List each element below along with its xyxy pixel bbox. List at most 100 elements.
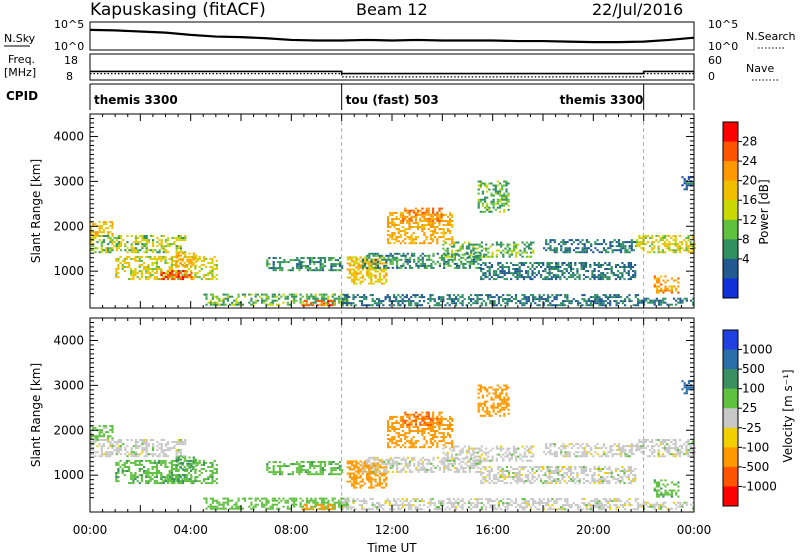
echo-cell <box>366 478 369 481</box>
echo-cell <box>431 238 435 241</box>
echo-cell <box>583 251 586 254</box>
echo-cell <box>162 235 165 237</box>
echo-cell <box>192 252 195 255</box>
echo-cell <box>152 239 155 242</box>
echo-cell <box>629 264 632 266</box>
echo-cell <box>442 504 445 507</box>
echo-cell <box>663 241 667 244</box>
echo-cell <box>355 474 358 477</box>
echo-cell <box>440 215 443 218</box>
echo-cell <box>310 302 313 305</box>
echo-cell <box>228 295 232 298</box>
echo-cell <box>416 224 420 226</box>
echo-cell <box>416 302 419 305</box>
echo-cell <box>372 470 375 473</box>
echo-cell <box>226 297 229 300</box>
echo-cell <box>581 243 584 246</box>
echo-cell <box>405 498 408 501</box>
echo-cell <box>458 266 461 269</box>
cpid-segment-label: themis 3300 <box>560 93 644 107</box>
echo-cell <box>408 460 412 463</box>
echo-cell <box>523 251 526 254</box>
echo-cell <box>107 243 110 246</box>
echo-cell <box>672 239 675 242</box>
echo-cell <box>209 474 212 477</box>
echo-cell <box>575 247 578 250</box>
echo-cell <box>141 243 144 246</box>
echo-cell <box>345 296 349 299</box>
echo-cell <box>331 293 334 296</box>
echo-cell <box>587 304 590 307</box>
echo-cell <box>357 268 360 271</box>
echo-cell <box>328 463 331 466</box>
echo-cell <box>141 449 144 452</box>
echo-cell <box>548 262 551 264</box>
echo-cell <box>600 243 603 246</box>
echo-cell <box>228 303 232 306</box>
echo-cell <box>403 500 406 503</box>
echo-cell <box>141 443 144 446</box>
echo-cell <box>472 302 475 305</box>
echo-cell <box>155 266 158 268</box>
echo-cell <box>132 476 135 479</box>
echo-cell <box>378 458 382 461</box>
echo-cell <box>355 466 358 469</box>
echo-cell <box>273 295 276 298</box>
echo-cell <box>416 506 419 509</box>
echo-cell <box>521 241 524 244</box>
echo-cell <box>602 294 605 297</box>
echo-cell <box>479 256 482 259</box>
echo-cell <box>452 300 456 303</box>
echo-cell <box>293 297 296 300</box>
echo-cell <box>140 274 143 277</box>
echo-cell <box>194 266 197 268</box>
echo-cell <box>209 299 212 302</box>
echo-cell <box>395 240 398 243</box>
echo-cell <box>383 480 386 483</box>
power-y-label: Slant Range [km] <box>29 159 43 263</box>
echo-cell <box>168 266 171 268</box>
echo-cell <box>521 302 524 305</box>
echo-cell <box>400 264 403 267</box>
echo-cell <box>609 247 612 250</box>
echo-cell <box>519 253 522 256</box>
echo-cell <box>405 500 408 503</box>
echo-cell <box>145 276 148 279</box>
echo-cell <box>348 476 351 479</box>
echo-cell <box>514 502 518 505</box>
echo-cell <box>336 269 339 272</box>
echo-cell <box>477 460 480 463</box>
echo-cell <box>504 302 507 305</box>
echo-cell <box>284 295 287 298</box>
echo-cell <box>368 252 371 255</box>
echo-cell <box>552 266 555 268</box>
echo-cell <box>327 297 330 300</box>
echo-cell <box>152 249 155 252</box>
echo-cell <box>565 278 568 281</box>
echo-cell <box>446 215 450 218</box>
echo-cell <box>100 455 103 458</box>
echo-cell <box>177 254 180 257</box>
echo-cell <box>559 294 563 297</box>
echo-cell <box>473 462 476 465</box>
echo-cell <box>467 502 471 505</box>
echo-cell <box>351 278 354 281</box>
echo-cell <box>368 266 371 269</box>
echo-cell <box>299 297 302 300</box>
echo-cell <box>487 502 490 505</box>
echo-cell <box>385 458 388 461</box>
echo-cell <box>160 474 163 477</box>
echo-cell <box>488 274 491 277</box>
echo-cell <box>504 506 507 509</box>
echo-cell <box>525 255 528 258</box>
echo-cell <box>331 304 334 307</box>
echo-cell <box>375 506 379 509</box>
echo-cell <box>626 500 629 503</box>
echo-cell <box>589 264 592 266</box>
echo-cell <box>299 299 302 302</box>
echo-cell <box>518 274 521 277</box>
echo-cell <box>172 468 176 470</box>
echo-cell <box>351 258 354 261</box>
echo-cell <box>211 472 214 474</box>
echo-cell <box>100 445 103 448</box>
